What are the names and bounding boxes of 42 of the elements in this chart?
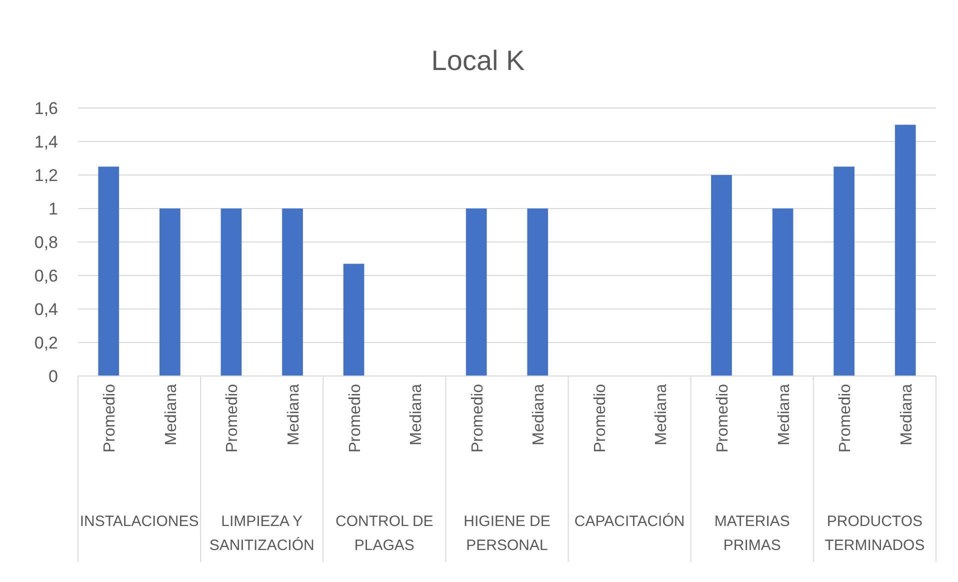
x-tick-label: Mediana xyxy=(776,384,793,446)
y-tick-label: 0 xyxy=(48,367,58,386)
x-tick-label: Promedio xyxy=(714,384,732,452)
x-tick-label: Promedio xyxy=(346,384,364,452)
x-tick-label: Mediana xyxy=(408,384,426,446)
y-tick-label: 1,6 xyxy=(34,99,58,118)
text: HIGIENE DE PERSONAL xyxy=(464,513,550,554)
text: CAPACITACIÓN xyxy=(574,512,685,530)
bar xyxy=(220,208,242,376)
y-tick-label: 0,8 xyxy=(34,233,58,252)
x-tick-label: Promedio xyxy=(224,384,242,452)
x-tick-label: Promedio xyxy=(592,384,609,452)
x-tick-label: Promedio xyxy=(469,384,486,452)
y-tick-label: 0,2 xyxy=(34,334,58,352)
bar xyxy=(772,208,794,376)
x-tick-label: Mediana xyxy=(530,384,548,446)
text: PRODUCTOS TERMINADOS xyxy=(824,513,925,554)
text: INSTALACIONES xyxy=(80,513,199,530)
x-tick-label: Mediana xyxy=(898,384,916,446)
text: MATERIAS PRIMAS xyxy=(714,513,790,554)
bar xyxy=(834,166,854,376)
y-tick-label: 1,2 xyxy=(34,166,58,185)
y-tick-label: 0,4 xyxy=(34,300,58,319)
chart-title: Local K xyxy=(431,45,526,76)
text: LIMPIEZA Y SANITIZACIÓN xyxy=(209,513,314,554)
bar xyxy=(894,124,916,376)
bar xyxy=(98,166,120,376)
y-tick-label: 0,6 xyxy=(34,266,58,286)
text: CONTROL DE PLAGAS xyxy=(336,513,434,554)
bar xyxy=(711,175,732,376)
x-tick-label: Mediana xyxy=(286,384,302,446)
y-tick-label: 1,4 xyxy=(34,132,58,152)
x-tick-label: Mediana xyxy=(653,384,670,446)
y-tick-label: 1 xyxy=(48,200,58,218)
bar xyxy=(282,208,303,376)
bar xyxy=(343,264,364,376)
x-tick-label: Promedio xyxy=(837,384,854,452)
bar xyxy=(160,208,180,376)
bar xyxy=(527,208,548,376)
x-tick-label: Promedio xyxy=(102,384,119,452)
x-tick-label: Mediana xyxy=(162,384,180,446)
bar xyxy=(466,208,487,376)
